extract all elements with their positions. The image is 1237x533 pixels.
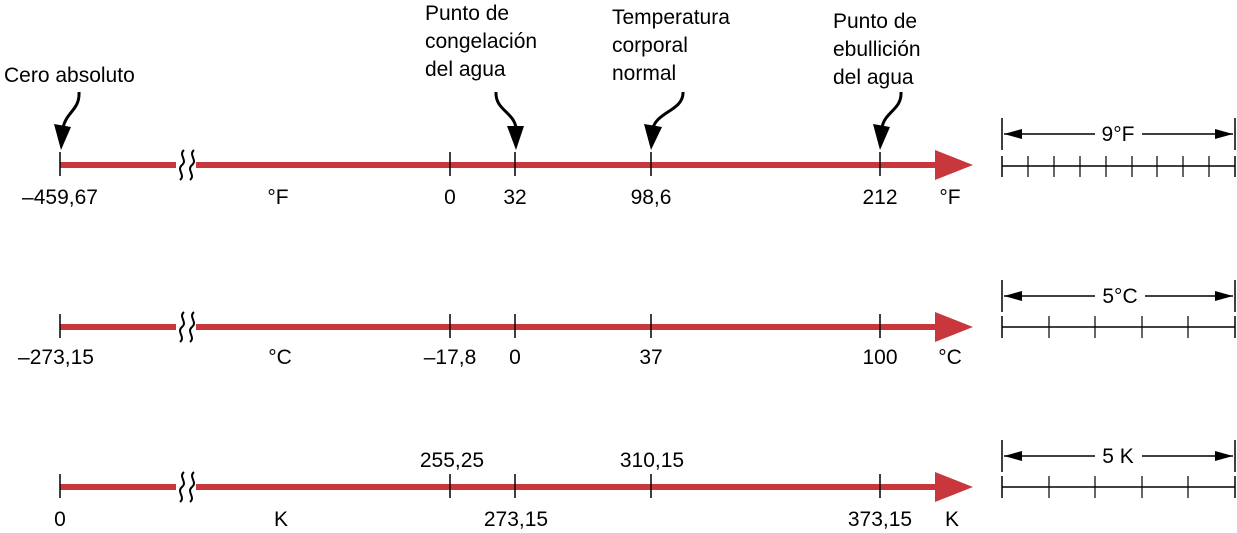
annotation-arrows [54,91,903,150]
axis-arrowhead-icon [935,150,973,180]
celsius-axis [59,311,973,343]
size-comparison-fahrenheit [1001,118,1236,177]
size-label-kelvin: 5 K [1098,446,1138,467]
size-comparison-celsius [1001,280,1236,338]
size-comparison-kelvin [1001,440,1236,498]
arrow-down-icon [54,124,71,150]
size-label-celsius: 5°C [1098,286,1142,307]
unit-label-end: K [944,508,960,531]
axis-break-icon [179,311,185,343]
tick-label-abs-zero: –273,15 [18,346,94,369]
annotation-body-temperature: Temperatura corporal normal [612,6,730,85]
tick-label: 0 [509,346,521,369]
annotation-absolute-zero: Cero absoluto [4,64,135,87]
tick-label: 255,25 [419,449,485,472]
tick-label-abs-zero: 0 [54,508,66,531]
kelvin-axis [59,471,973,503]
fahrenheit-axis [59,149,973,181]
size-label-fahrenheit: 9°F [1097,124,1139,145]
unit-label: °C [268,346,292,369]
annotation-freezing-point: Punto de congelación del agua [425,2,538,81]
tick-label: 273,15 [483,508,549,531]
tick-label: 100 [862,346,898,369]
tick-label: –17,8 [423,346,477,369]
unit-label-end: °C [938,346,962,369]
tick-label: 212 [862,186,898,209]
tick-label: 310,15 [619,449,685,472]
tick-label-abs-zero: –459,67 [22,186,98,209]
tick-label: 32 [503,186,527,209]
unit-label-end: °F [939,186,961,209]
axis-break-icon [179,471,185,503]
axis-break-icon [179,149,185,181]
tick-label: 373,15 [847,508,913,531]
unit-label: °F [267,186,289,209]
unit-label: K [273,508,289,531]
tick-label: 98,6 [630,186,672,209]
tick-label: 37 [639,346,663,369]
tick-label: 0 [444,186,456,209]
annotation-boiling-point: Punto de ebullición del agua [833,10,921,89]
